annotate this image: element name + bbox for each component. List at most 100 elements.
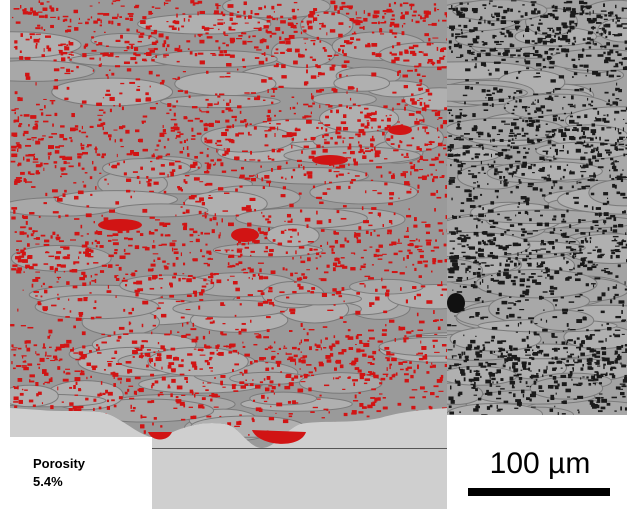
pore	[140, 20, 146, 24]
pore	[354, 46, 356, 48]
pore	[577, 272, 582, 274]
pore	[271, 367, 273, 369]
pore	[484, 173, 486, 174]
pore	[230, 17, 233, 21]
pore	[45, 252, 49, 253]
pore	[521, 234, 525, 236]
pore	[237, 105, 241, 108]
pore	[590, 138, 594, 141]
pore	[519, 377, 522, 380]
pore	[372, 52, 375, 55]
pore	[205, 389, 208, 391]
pore	[512, 44, 515, 47]
pore	[51, 8, 54, 12]
pore	[397, 243, 402, 244]
pore	[465, 68, 470, 71]
pore	[574, 72, 577, 75]
pore	[272, 149, 275, 152]
pore	[375, 111, 377, 115]
pore	[222, 387, 225, 388]
pore	[86, 213, 92, 217]
pore	[93, 307, 96, 309]
pore	[617, 24, 623, 27]
pore	[344, 60, 350, 63]
pore	[179, 165, 182, 169]
pore	[432, 23, 437, 26]
pore	[379, 29, 382, 33]
pore	[125, 41, 130, 43]
pore	[422, 396, 426, 398]
pore	[69, 137, 72, 138]
lamella	[113, 204, 208, 217]
pore	[422, 76, 426, 77]
pore	[213, 24, 216, 25]
pore	[331, 248, 333, 252]
pore	[207, 107, 209, 108]
pore	[454, 159, 458, 162]
pore	[336, 110, 339, 114]
pore	[531, 377, 532, 379]
pore	[525, 120, 528, 122]
pore	[259, 357, 264, 360]
pore	[97, 241, 100, 244]
pore	[364, 108, 368, 110]
pore	[378, 21, 380, 24]
pore	[330, 347, 332, 351]
pore	[204, 233, 210, 235]
pore	[181, 395, 185, 396]
pore	[242, 323, 246, 325]
pore	[170, 172, 174, 176]
pore	[306, 364, 311, 366]
pore	[570, 11, 576, 15]
pore	[400, 141, 402, 143]
pore	[325, 128, 327, 131]
pore	[236, 38, 242, 39]
pore	[130, 196, 132, 199]
pore	[134, 47, 138, 51]
pore	[355, 311, 360, 315]
pore	[176, 14, 178, 18]
pore	[100, 270, 104, 273]
pore	[244, 119, 247, 122]
pore	[340, 45, 345, 47]
pore	[217, 121, 220, 123]
pore	[236, 215, 239, 217]
pore	[199, 368, 202, 369]
pore	[460, 235, 465, 237]
pore	[128, 312, 132, 314]
pore	[382, 16, 384, 19]
pore	[276, 123, 280, 125]
pore	[173, 21, 179, 23]
pore	[290, 236, 292, 238]
pore	[433, 310, 435, 314]
pore	[604, 45, 606, 48]
pore	[25, 360, 26, 362]
pore	[187, 322, 189, 324]
pore	[111, 21, 113, 24]
pore	[119, 103, 121, 107]
pore	[149, 71, 153, 75]
pore	[86, 146, 88, 147]
pore	[582, 376, 584, 377]
pore	[519, 99, 522, 102]
pore	[417, 365, 419, 368]
pore	[581, 232, 584, 234]
pore	[278, 243, 282, 246]
pore	[54, 197, 59, 198]
pore	[43, 8, 48, 11]
pore	[45, 352, 46, 356]
pore	[61, 173, 67, 174]
pore	[250, 198, 256, 201]
pore	[57, 234, 59, 236]
pore	[432, 38, 438, 39]
pore	[76, 66, 78, 68]
pore	[98, 219, 142, 231]
pore	[245, 124, 247, 128]
pore	[224, 148, 226, 149]
pore	[290, 312, 295, 314]
pore	[207, 154, 209, 157]
pore	[29, 400, 33, 403]
pore	[498, 356, 500, 358]
pore	[419, 239, 420, 241]
pore	[32, 11, 36, 13]
